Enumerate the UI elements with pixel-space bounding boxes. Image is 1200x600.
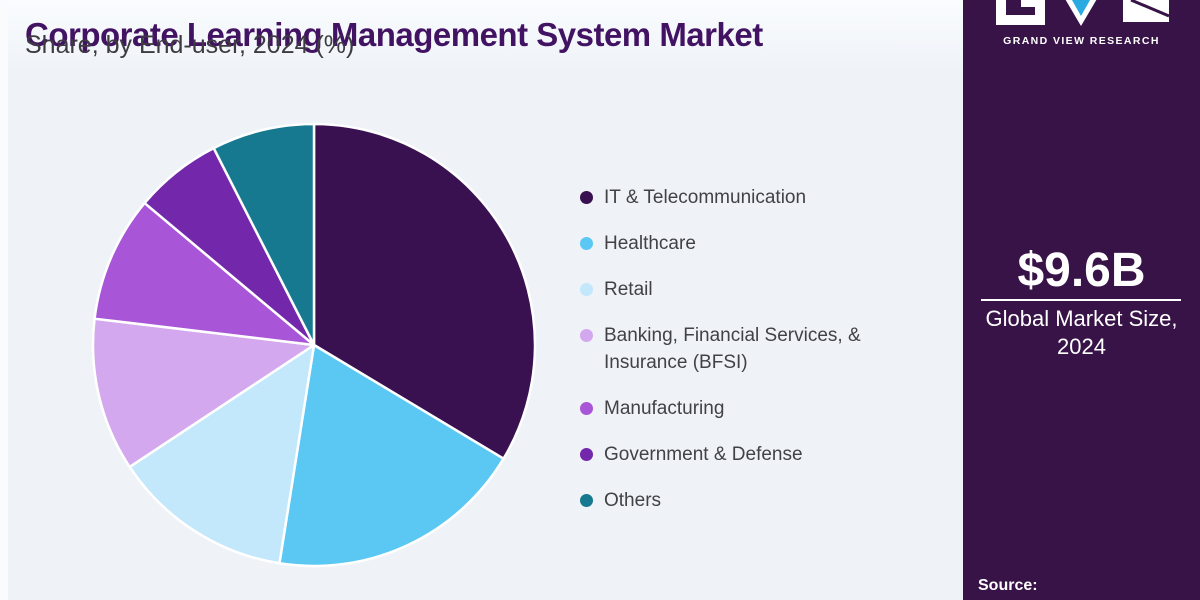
- legend-label: Others: [604, 490, 662, 511]
- legend-swatch: [580, 191, 593, 204]
- pie-slice: [91, 317, 316, 469]
- logo-v-accent: [1071, 0, 1090, 16]
- pie-slice: [128, 343, 316, 565]
- legend-label: Retail: [604, 279, 653, 300]
- logo-letter-r: [1122, 0, 1169, 22]
- legend-swatch: [580, 448, 593, 461]
- source-label: Source:: [978, 577, 1038, 594]
- legend-label: Manufacturing: [604, 398, 725, 419]
- legend-item: Banking, Financial Services, & Insurance…: [580, 322, 900, 376]
- page-left-edge: [0, 0, 8, 600]
- pie-slice: [93, 201, 316, 347]
- legend-swatch: [580, 402, 593, 415]
- legend-swatch: [580, 494, 593, 507]
- sidebar: GRAND VIEW RESEARCH $9.6B Global Market …: [963, 0, 1200, 600]
- legend-swatch: [580, 329, 593, 342]
- pie-slice: [312, 122, 537, 460]
- header-band: [8, 0, 963, 70]
- legend-label: IT & Telecommunication: [604, 187, 807, 208]
- market-size-label-line2: 2024: [1057, 334, 1106, 359]
- logo-letter-g: [995, 0, 1045, 25]
- market-size-label-line1: Global Market Size,: [985, 306, 1178, 331]
- legend-swatch: [580, 237, 593, 250]
- legend-swatch: [580, 283, 593, 296]
- legend-item: IT & Telecommunication: [580, 184, 900, 211]
- logo-letter-r-leg: [1129, 0, 1169, 18]
- market-size-label: Global Market Size, 2024: [963, 305, 1200, 361]
- legend-item: Government & Defense: [580, 441, 900, 468]
- legend-label: Government & Defense: [604, 444, 803, 465]
- pie-chart-container: [84, 115, 544, 575]
- legend-item: Retail: [580, 276, 900, 303]
- gvr-logo-icon: [963, 0, 1200, 26]
- legend: IT & Telecommunication Healthcare Retail…: [580, 184, 900, 533]
- legend-label: Banking, Financial Services, & Insurance…: [604, 325, 861, 373]
- gvr-logo-letters-icon: [995, 0, 1169, 26]
- page-title: Corporate Learning Management System Mar…: [25, 16, 763, 54]
- page-subtitle: Share, by End-user, 2024 (%): [25, 31, 355, 59]
- legend-label: Healthcare: [604, 233, 696, 254]
- legend-item: Manufacturing: [580, 395, 900, 422]
- pie-chart: [91, 122, 537, 568]
- pie-slice: [278, 343, 505, 568]
- market-size-value: $9.6B: [1017, 244, 1146, 297]
- pie-slice: [212, 122, 316, 347]
- brand-name: GRAND VIEW RESEARCH: [1003, 35, 1160, 47]
- legend-item: Healthcare: [580, 230, 900, 257]
- legend-item: Others: [580, 487, 900, 514]
- stat-divider: [981, 299, 1181, 301]
